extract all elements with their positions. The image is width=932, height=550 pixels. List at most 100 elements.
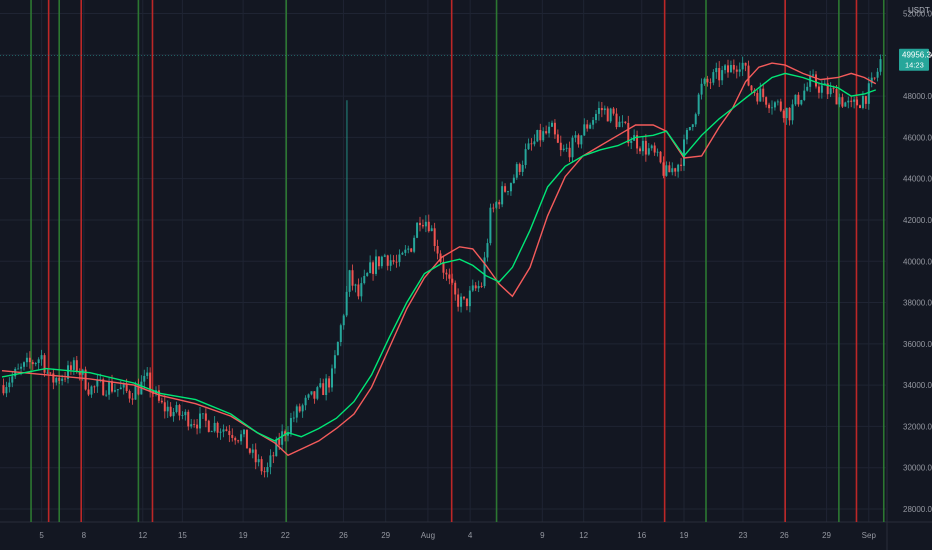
candle-up[interactable] (304, 395, 307, 411)
candle-down[interactable] (163, 395, 166, 419)
candle-down[interactable] (248, 447, 251, 455)
candle-up[interactable] (551, 120, 553, 127)
candle-up[interactable] (548, 121, 551, 138)
candle-up[interactable] (348, 269, 351, 297)
candle-down[interactable] (498, 199, 501, 209)
candle-down[interactable] (149, 367, 152, 398)
candle-up[interactable] (210, 430, 213, 433)
candle-up[interactable] (116, 389, 119, 397)
candle-up[interactable] (791, 99, 794, 125)
candle-up[interactable] (90, 385, 93, 398)
candle-up[interactable] (876, 67, 879, 82)
candle-up[interactable] (773, 101, 776, 111)
candle-up[interactable] (671, 162, 674, 176)
candle-up[interactable] (363, 269, 366, 285)
candle-down[interactable] (768, 102, 771, 114)
candle-up[interactable] (398, 249, 401, 267)
candle-up[interactable] (310, 391, 313, 396)
candle-up[interactable] (113, 383, 116, 393)
candle-down[interactable] (322, 378, 325, 396)
candle-down[interactable] (709, 78, 712, 90)
candle-down[interactable] (718, 61, 721, 87)
candle-down[interactable] (31, 359, 34, 371)
candle-down[interactable] (680, 158, 683, 172)
candle-down[interactable] (237, 439, 240, 444)
candle-down[interactable] (87, 382, 90, 397)
candle-up[interactable] (389, 254, 392, 272)
candle-up[interactable] (603, 105, 606, 115)
candle-down[interactable] (530, 138, 533, 151)
candle-down[interactable] (433, 222, 436, 252)
candle-down[interactable] (465, 298, 468, 311)
candle-up[interactable] (172, 407, 175, 422)
candle-down[interactable] (196, 419, 199, 435)
candle-up[interactable] (190, 418, 193, 429)
candle-up[interactable] (201, 413, 204, 420)
candle-down[interactable] (556, 129, 559, 144)
candle-down[interactable] (254, 443, 257, 470)
candle-up[interactable] (401, 251, 404, 255)
candle-down[interactable] (52, 368, 55, 390)
candle-down[interactable] (436, 239, 439, 260)
candle-down[interactable] (606, 106, 609, 122)
candle-down[interactable] (624, 121, 627, 125)
candle-up[interactable] (527, 138, 530, 151)
candle-down[interactable] (779, 98, 782, 113)
candle-down[interactable] (427, 214, 430, 233)
candle-up[interactable] (715, 62, 718, 79)
candle-down[interactable] (160, 397, 163, 404)
candle-up[interactable] (533, 134, 536, 147)
candle-up[interactable] (691, 123, 694, 131)
candle-down[interactable] (765, 96, 768, 108)
candle-up[interactable] (583, 118, 586, 137)
candle-up[interactable] (574, 131, 577, 143)
candle-up[interactable] (222, 424, 225, 438)
candle-up[interactable] (175, 401, 178, 414)
candle-up[interactable] (289, 412, 292, 437)
candle-down[interactable] (644, 134, 647, 162)
candle-up[interactable] (240, 430, 243, 445)
candle-down[interactable] (351, 264, 354, 291)
candle-up[interactable] (430, 225, 433, 232)
candle-down[interactable] (69, 361, 72, 375)
candle-down[interactable] (856, 96, 859, 106)
candle-up[interactable] (812, 69, 815, 77)
candle-up[interactable] (867, 76, 870, 110)
candle-down[interactable] (193, 419, 196, 428)
candle-down[interactable] (826, 76, 829, 99)
candle-up[interactable] (181, 411, 184, 420)
candle-up[interactable] (5, 381, 8, 398)
candle-up[interactable] (331, 364, 333, 392)
candle-up[interactable] (105, 390, 108, 397)
candle-down[interactable] (586, 119, 589, 132)
candle-up[interactable] (771, 100, 773, 115)
candle-down[interactable] (448, 268, 451, 285)
candle-up[interactable] (694, 112, 697, 127)
candle-up[interactable] (879, 54, 882, 76)
candle-down[interactable] (518, 162, 521, 176)
candle-up[interactable] (571, 135, 574, 163)
candle-down[interactable] (187, 409, 190, 431)
candle-down[interactable] (706, 75, 709, 87)
candle-up[interactable] (404, 245, 407, 256)
candle-up[interactable] (25, 352, 28, 367)
candle-down[interactable] (245, 429, 248, 449)
candle-up[interactable] (325, 374, 328, 401)
candle-down[interactable] (93, 385, 96, 394)
candle-up[interactable] (46, 369, 49, 375)
candle-up[interactable] (776, 99, 779, 106)
candle-up[interactable] (287, 426, 289, 442)
candle-up[interactable] (134, 381, 137, 400)
candle-down[interactable] (260, 456, 263, 475)
candle-down[interactable] (859, 104, 861, 109)
candle-down[interactable] (204, 408, 207, 428)
candle-down[interactable] (659, 151, 662, 164)
candle-down[interactable] (298, 403, 301, 413)
candle-up[interactable] (72, 357, 75, 376)
candle-down[interactable] (357, 278, 360, 300)
candle-up[interactable] (650, 144, 653, 151)
candle-up[interactable] (369, 255, 372, 274)
candle-up[interactable] (847, 96, 850, 109)
candle-up[interactable] (119, 380, 122, 390)
